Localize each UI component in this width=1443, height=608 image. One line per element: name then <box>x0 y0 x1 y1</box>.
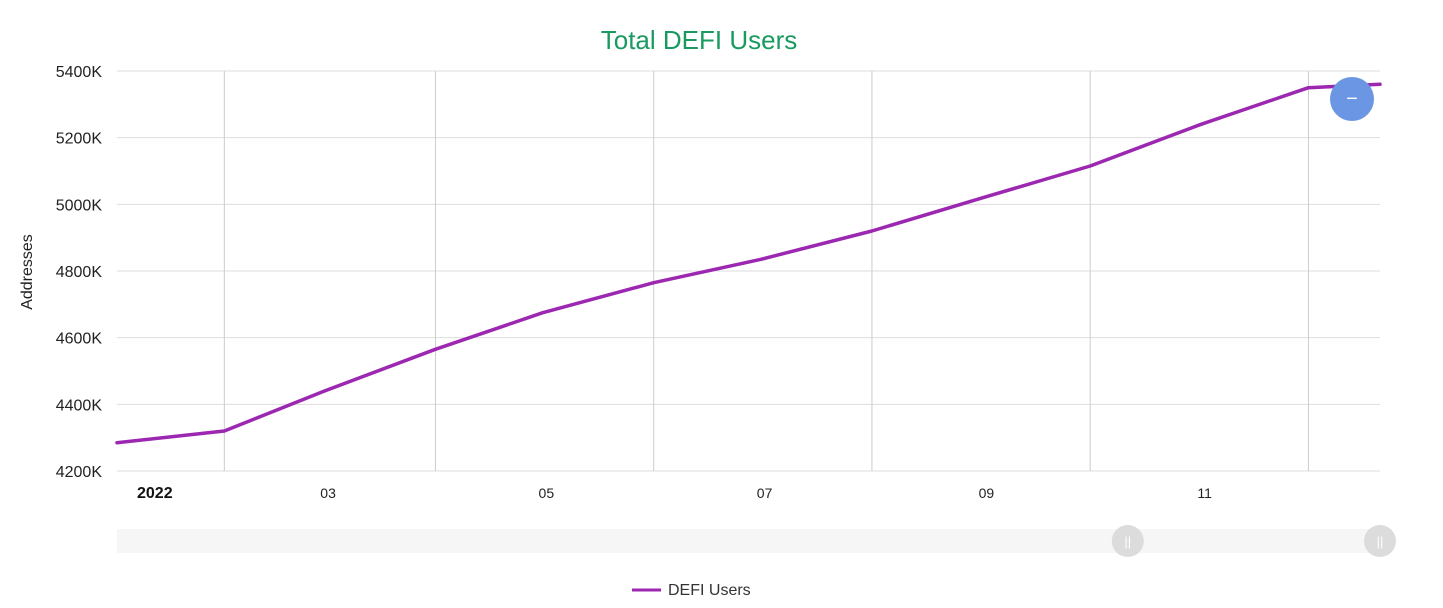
y-tick-label: 4600K <box>56 331 103 348</box>
x-tick-label: 07 <box>757 485 773 501</box>
x-tick-label: 09 <box>979 485 995 501</box>
data-point <box>323 389 327 393</box>
data-point <box>1199 122 1203 126</box>
legend[interactable]: DEFI Users <box>632 582 751 599</box>
data-point <box>759 257 763 261</box>
zoom-button-circle[interactable] <box>1330 77 1374 121</box>
y-tick-label: 5000K <box>56 197 103 214</box>
x-tick-label: 03 <box>320 485 336 501</box>
minus-icon: − <box>1346 88 1358 110</box>
x-tick-label: 05 <box>539 485 555 501</box>
data-point <box>870 229 874 233</box>
right-handle-circle[interactable] <box>1364 525 1396 557</box>
zoom-out-button[interactable]: − <box>1330 77 1374 121</box>
x-tick-label: 2022 <box>137 485 173 502</box>
y-axis: 4200K 4400K 4600K 4800K 5000K 5200K 5400K <box>56 64 103 481</box>
y-tick-label: 4400K <box>56 397 103 414</box>
left-handle-circle[interactable] <box>1111 525 1144 557</box>
range-slider-left-handle[interactable]: || <box>1111 525 1144 557</box>
data-point <box>981 196 985 200</box>
y-tick-label: 4200K <box>56 464 103 481</box>
data-point <box>1088 164 1092 168</box>
y-tick-label: 5400K <box>56 64 103 81</box>
drag-handle-icon: || <box>1377 534 1384 549</box>
grid <box>117 70 1380 472</box>
y-tick-label: 4800K <box>56 264 103 281</box>
range-slider-selection[interactable] <box>1127 529 1380 553</box>
data-point <box>115 441 119 445</box>
drag-handle-icon: || <box>1124 534 1131 549</box>
data-point <box>222 429 226 433</box>
chart-title: Total DEFI Users <box>601 25 798 55</box>
x-tick-label: 11 <box>1197 485 1212 501</box>
legend-label[interactable]: DEFI Users <box>668 582 751 599</box>
data-point <box>433 347 437 351</box>
y-axis-label: Addresses <box>19 234 36 310</box>
range-slider[interactable]: || || <box>117 525 1396 557</box>
data-point <box>652 281 656 285</box>
x-axis: 2022 03 05 07 09 11 <box>137 485 1212 502</box>
y-tick-label: 5200K <box>56 131 103 148</box>
data-point <box>1306 86 1310 90</box>
plot-area <box>115 82 1382 445</box>
data-point <box>1378 82 1382 86</box>
data-point <box>541 311 545 315</box>
range-slider-right-handle[interactable]: || <box>1364 525 1396 557</box>
